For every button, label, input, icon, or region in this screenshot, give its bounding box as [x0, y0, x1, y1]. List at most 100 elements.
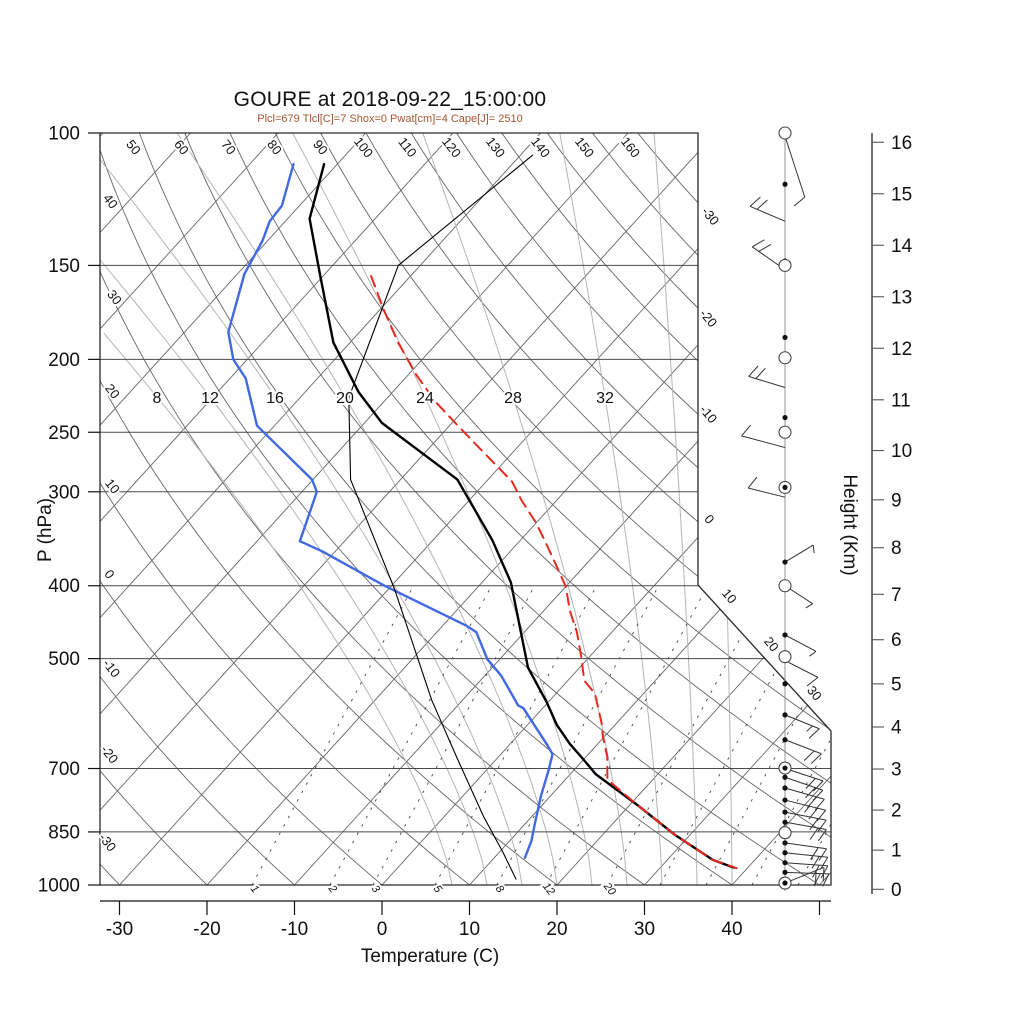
moist-adiabat-label: 8 — [153, 390, 162, 407]
pressure-tick-label: 400 — [48, 576, 80, 597]
wind-barb-feather — [812, 544, 815, 554]
wind-barb-staff — [784, 871, 829, 875]
dry-adiabat-line — [137, 133, 831, 885]
dry-adiabat-line — [100, 133, 397, 885]
wind-barb-feather — [820, 865, 829, 879]
wind-level-dot — [782, 850, 788, 856]
dry-adiabat-line — [100, 133, 132, 885]
adiabat-label-top: 110 — [395, 134, 420, 160]
wind-barb-feather — [810, 847, 819, 860]
adiabat-label-left: 10 — [102, 476, 123, 497]
wind-barb-staff — [784, 768, 824, 782]
adiabat-label-left: 40 — [100, 191, 121, 212]
wind-level-circledot-center — [782, 765, 788, 771]
wind-barb-feather — [817, 829, 827, 842]
pressure-tick-label: 850 — [48, 822, 80, 843]
isotherm-label-right: 20 — [761, 634, 782, 655]
wind-level-dot — [782, 797, 788, 803]
wind-barb-feather — [793, 196, 806, 207]
wind-barb — [748, 365, 786, 388]
wind-level-dot — [782, 737, 788, 743]
wind-barb — [749, 196, 786, 222]
chart-title: GOURE at 2018-09-22_15:00:00 — [233, 88, 547, 111]
wind-level-dot — [782, 681, 788, 687]
temperature-tick-label: 20 — [546, 919, 567, 940]
height-axis-label: Height (Km) — [839, 474, 860, 576]
temperature-tick-label: 10 — [459, 919, 480, 940]
adiabat-label-left: 0 — [101, 567, 117, 582]
wind-barb-staff — [784, 787, 825, 800]
dry-adiabat-line — [227, 133, 831, 885]
wind-barb-feather — [814, 870, 817, 885]
wind-barb-staff — [784, 866, 825, 884]
wind-level-circle — [778, 126, 792, 140]
moist-adiabat-line — [176, 133, 558, 885]
isotherm-line — [100, 133, 716, 885]
wind-barb — [747, 476, 786, 498]
plot-border — [99, 132, 832, 886]
isotherm-label-right: -10 — [697, 402, 721, 426]
wind-level-dot — [782, 809, 788, 815]
wind-barb-feather — [811, 856, 820, 869]
pressure-tick-label: 150 — [48, 256, 80, 277]
adiabat-label-top: 60 — [171, 137, 192, 158]
height-tick-label: 0 — [891, 880, 902, 901]
adiabat-label-top: 130 — [483, 134, 508, 160]
isotherm-label-right: -30 — [699, 204, 723, 228]
wind-level-circle — [778, 826, 792, 840]
height-tick-label: 3 — [891, 760, 902, 781]
wind-barb-staff — [784, 799, 826, 811]
wet_bulb-curve — [348, 154, 534, 880]
height-tick-label: 5 — [891, 674, 902, 695]
isotherm-line — [294, 133, 831, 885]
height-tick-label: 8 — [891, 538, 902, 559]
pressure-tick-label: 100 — [48, 124, 80, 145]
adiabat-label-left: -10 — [100, 656, 123, 680]
height-tick-label: 6 — [891, 630, 902, 651]
moist-adiabat-label: 20 — [336, 390, 354, 407]
wind-barb — [784, 660, 819, 687]
wind-barb-feather — [741, 424, 751, 437]
wind-barb-feather — [805, 603, 813, 609]
wind-level-dot — [782, 559, 788, 565]
wind-barb-feather — [805, 787, 816, 799]
wind-barb-feather — [813, 873, 821, 887]
moist-adiabat-line — [100, 257, 488, 885]
wind-barb — [784, 821, 827, 842]
wind-barb — [784, 787, 825, 811]
wind-barb-feather — [747, 476, 758, 489]
wind-barb — [741, 424, 786, 449]
wind-barb-staff — [741, 435, 786, 449]
temperature-tick-label: 30 — [634, 919, 655, 940]
moist-adiabat-label: 12 — [201, 390, 219, 407]
mixing-ratio-line — [329, 584, 493, 885]
isotherm-line — [100, 133, 541, 885]
isotherm-line — [100, 133, 454, 885]
height-tick-label: 9 — [891, 490, 902, 511]
adiabat-label-left: 20 — [102, 381, 123, 402]
wind-level-dot — [782, 181, 788, 187]
adiabat-label-top: 50 — [123, 137, 144, 158]
mixing-ratio-line — [434, 584, 598, 885]
isotherm-label-right: 10 — [719, 586, 740, 607]
wind-barb-feather — [804, 805, 810, 813]
mixing-ratio-line — [251, 584, 415, 885]
dry-adiabat-line — [100, 133, 486, 885]
wind-level-circle — [778, 650, 792, 664]
height-tick-label: 13 — [891, 287, 912, 308]
pressure-tick-label: 500 — [48, 649, 80, 670]
wind-barb-feather — [748, 365, 759, 377]
dry-adiabat-line — [453, 133, 831, 885]
wind-barb-feather — [813, 780, 824, 792]
wind-barb — [784, 811, 827, 832]
wind-barb-feather — [756, 199, 768, 210]
wind-barb-feather — [810, 753, 822, 764]
wind-level-circle — [778, 258, 792, 272]
isotherm-line — [644, 133, 831, 885]
mixing-ratio-line — [606, 584, 770, 885]
wind-level-dot — [782, 414, 788, 421]
dry-adiabat-line — [408, 133, 831, 885]
adiabat-label-top: 160 — [618, 134, 643, 160]
